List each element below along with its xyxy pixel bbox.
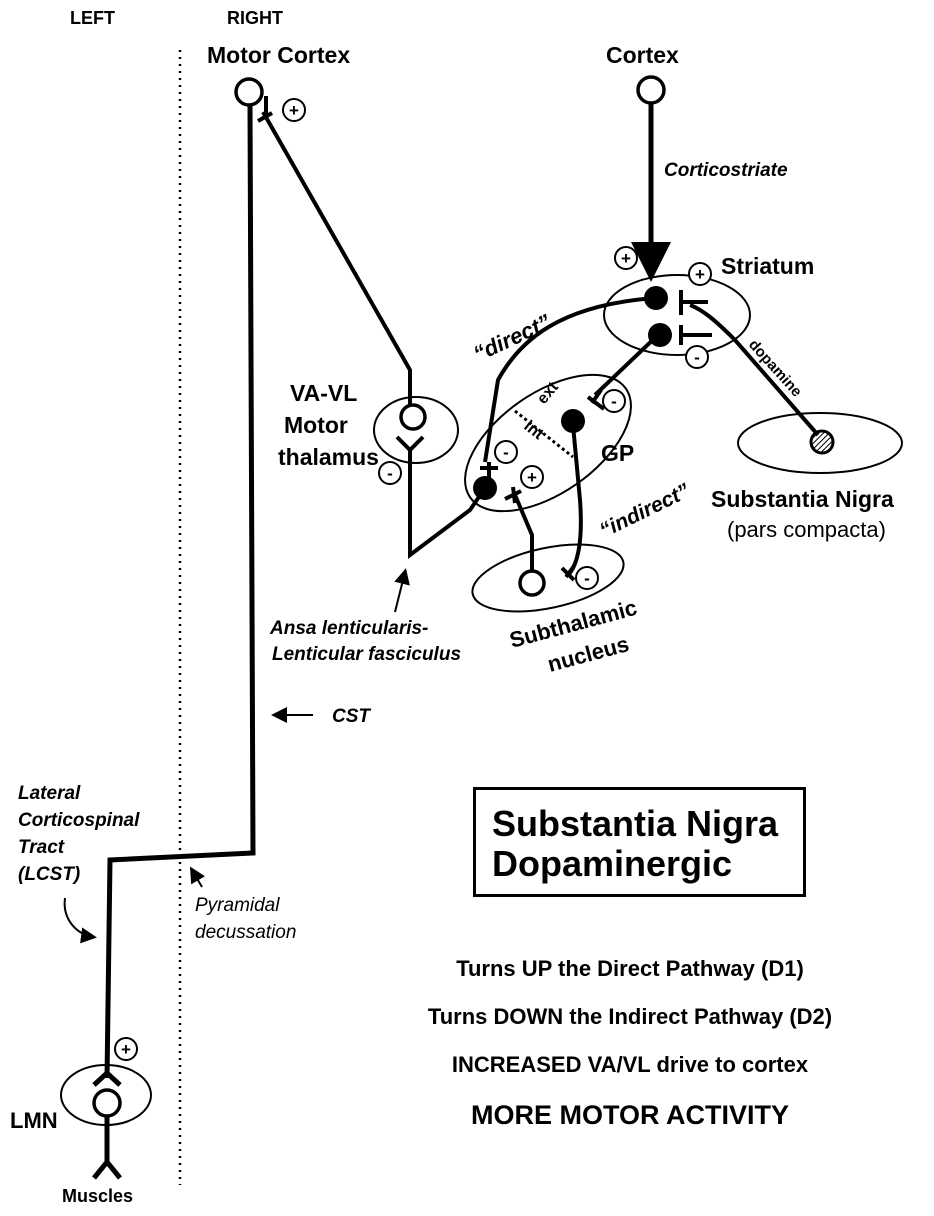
subthalamic-outline [471,543,625,613]
right-side-label: RIGHT [227,8,283,28]
stn-gpi-synapse [504,486,522,504]
gpe-stn-axon [566,424,583,577]
minus-sign: - [584,569,590,588]
minus-sign: - [387,464,393,483]
substantia-nigra-label: Substantia Nigra [711,486,894,512]
lcst-label-line2: Corticospinal [18,810,140,831]
dopamine-synapse-upper [679,290,708,315]
lcst-label-line4: (LCST) [18,864,81,885]
minus-sign: - [694,348,700,367]
ansa-label-line2: Lenticular fasciculus [272,644,462,665]
striatum-direct-neuron [644,286,668,310]
dopamine-label: dopamine [745,336,805,400]
cortex-label: Cortex [606,42,679,68]
gp-divider [514,409,574,459]
plus-sign: + [695,265,705,284]
substantia-nigra-outline [737,412,903,474]
decussation-label-line1: Pyramidal [195,895,280,916]
summary-line-2: Turns DOWN the Indirect Pathway (D2) [427,1004,833,1029]
gp-int-label: int [521,418,547,444]
muscles-label: Muscles [62,1186,134,1206]
minus-sign: - [503,443,509,462]
corticospinal-tract [104,104,256,1079]
lcst-arrow [63,897,97,944]
plus-sign: + [289,101,299,120]
thalamus-outline [373,396,459,464]
thalamocortical-synapse [257,96,273,123]
pallido-thalamic-synapse [395,435,425,453]
minus-sign-circle [685,345,709,369]
striatum-label: Striatum [721,253,815,279]
plus-sign-circle [614,246,638,270]
plus-sign: + [121,1040,131,1059]
ansa-lenticularis-axon [408,450,487,559]
cst-label: CST [332,706,370,727]
ansa-arrow [394,568,410,613]
corticostriate-label: Corticostriate [664,160,788,181]
minus-sign-circle [575,566,599,590]
lcst-label-line3: Tract [18,837,65,858]
substantia-nigra-neuron [809,429,835,455]
minus-sign-circle [602,389,626,413]
gpi-neuron [473,476,497,500]
gpe-neuron [561,409,585,433]
summary-line-3: INCREASED VA/VL drive to cortex [451,1052,809,1077]
minus-sign-circle [494,440,518,464]
plus-sign-circle [114,1037,138,1061]
plus-sign-circle [282,98,306,122]
ansa-label-line1: Ansa lenticularis- [270,618,429,639]
left-side-label: LEFT [70,8,115,28]
thalamocortical-axon [261,111,412,405]
decussation-label-line2: decussation [195,922,297,943]
thalamus-label-line3: thalamus [278,444,379,470]
summary-line-4: MORE MOTOR ACTIVITY [470,1100,789,1130]
minus-sign: - [611,392,617,411]
nigrostriatal-axon [689,303,820,437]
motor-cortex-neuron [234,77,264,107]
thalamus-label-line2: Motor [284,412,348,438]
striatum-outline [603,274,751,356]
dopamine-synapse-lower [679,325,712,345]
summary-line-1: Turns UP the Direct Pathway (D1) [456,956,804,981]
gpe-synapse [586,388,606,411]
minus-sign-circle [378,461,402,485]
title-line1: Substantia Nigra [492,803,779,844]
muscle-terminal [92,1158,122,1180]
motor-cortex-label: Motor Cortex [207,42,351,68]
title-box: Substantia Nigra Dopaminergic [473,787,806,897]
lmn-synapse [92,1069,122,1087]
thalamus-neuron [399,403,427,431]
cortex-neuron [636,75,666,105]
stn-gpi-axon [513,494,534,570]
plus-sign-circle [688,262,712,286]
lcst-label-line1: Lateral [18,783,81,804]
lmn-neuron [92,1088,122,1118]
indirect-label: “indirect” [596,479,694,542]
plus-sign: + [527,468,537,487]
decussation-arrow [189,866,205,888]
subthalamic-neuron [518,569,546,597]
direct-pathway-axon [483,296,656,463]
plus-sign: + [621,249,631,268]
gp-ext-label: ext [534,378,562,407]
stn-synapse [560,564,576,582]
gp-label: GP [601,440,635,466]
pars-compacta-label: (pars compacta) [727,517,886,542]
striatum-indirect-neuron [648,323,672,347]
thalamus-label-line1: VA-VL [290,380,358,406]
title-line2: Dopaminergic [492,843,733,884]
lmn-label: LMN [10,1108,58,1133]
plus-sign-circle [520,465,544,489]
indirect-striato-gpe-axon [593,331,662,397]
